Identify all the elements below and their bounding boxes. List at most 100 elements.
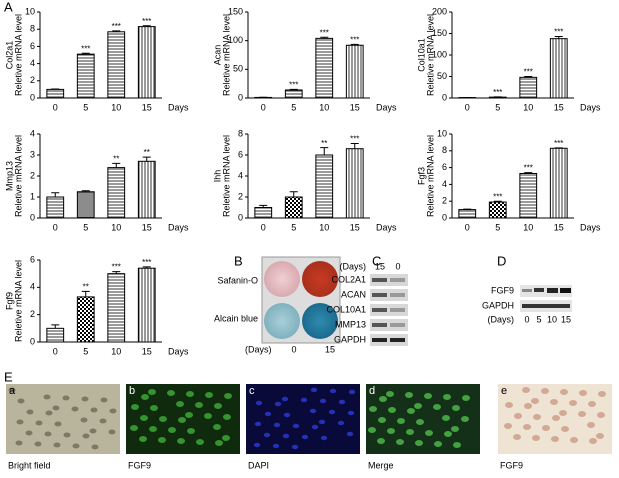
y-tick-label: 0 xyxy=(442,212,447,222)
bar xyxy=(137,26,156,99)
cell xyxy=(310,387,318,393)
well xyxy=(302,303,338,339)
error-bar xyxy=(320,36,329,39)
band xyxy=(390,278,405,282)
x-tick-label: 5 xyxy=(291,222,296,232)
bar xyxy=(107,273,126,343)
cell xyxy=(378,417,386,423)
well xyxy=(264,303,300,339)
error-bar xyxy=(350,43,359,46)
y-tick-label: 0 xyxy=(30,92,35,102)
cell xyxy=(281,396,289,402)
x-tick-label: 5 xyxy=(291,102,296,112)
bar xyxy=(137,160,156,219)
bar xyxy=(76,191,95,219)
y-tick-label: 1 xyxy=(30,191,35,201)
cell xyxy=(204,413,212,419)
x-tick-label: 15 xyxy=(350,222,360,232)
panel-label: A xyxy=(4,0,13,14)
x-tick-label: 5 xyxy=(83,102,88,112)
error-bar xyxy=(350,142,359,149)
x-tick-label: 0 xyxy=(53,346,58,356)
cell xyxy=(168,427,176,433)
cell xyxy=(159,416,167,422)
x-label: Days xyxy=(168,346,189,356)
cell xyxy=(90,407,98,413)
cell xyxy=(100,397,108,403)
blot-strip xyxy=(370,334,408,346)
y-tick-label: 6 xyxy=(30,254,35,264)
y-tick-label: 4 xyxy=(238,170,243,180)
x-tick-label: 5 xyxy=(495,222,500,232)
error-bar xyxy=(81,52,90,55)
cell xyxy=(414,403,422,409)
y-tick-label: 2 xyxy=(30,75,35,85)
y-tick-label: 100 xyxy=(228,35,243,45)
cell xyxy=(598,391,606,397)
blot: COL2A1 ACAN COL10A1 MMP13 GAPDH xyxy=(326,274,408,346)
cell xyxy=(222,435,230,441)
significance: *** xyxy=(112,22,121,31)
cell xyxy=(328,409,336,415)
error-bar xyxy=(112,271,121,274)
x-tick-label: 10 xyxy=(111,222,121,232)
cell xyxy=(579,390,587,396)
bar xyxy=(76,53,95,99)
row-label: Alcain blue xyxy=(214,313,258,323)
blot-strip xyxy=(520,285,572,297)
cell xyxy=(139,436,147,442)
band xyxy=(522,289,532,292)
error-bar xyxy=(289,88,298,90)
cell xyxy=(167,390,175,396)
cell xyxy=(264,411,272,417)
cell xyxy=(337,420,345,426)
significance: ** xyxy=(321,139,327,148)
y-tick-label: 6 xyxy=(442,162,447,172)
y-tick-label: 2 xyxy=(30,170,35,180)
cell xyxy=(109,408,117,414)
day-label: 0 xyxy=(395,261,400,271)
significance: *** xyxy=(142,17,151,26)
y-tick-label: 6 xyxy=(30,41,35,51)
x-tick-label: 15 xyxy=(554,102,564,112)
cell xyxy=(329,388,337,394)
tile-letter: a xyxy=(9,385,16,397)
cell xyxy=(444,431,452,437)
cell xyxy=(504,423,512,429)
row-label: GAPDH xyxy=(334,334,366,344)
x-tick-label: 15 xyxy=(142,346,152,356)
cell xyxy=(291,444,299,450)
cell xyxy=(559,410,567,416)
tile-caption: DAPI xyxy=(248,460,269,470)
cell xyxy=(195,402,203,408)
cell xyxy=(407,408,415,414)
y-tick-label: 0 xyxy=(30,336,35,346)
day-label: 10 xyxy=(547,314,557,324)
band xyxy=(390,338,405,342)
tile-caption: FGF9 xyxy=(128,460,151,470)
cell xyxy=(589,438,597,444)
cell xyxy=(185,412,193,418)
cell xyxy=(214,403,222,409)
cell xyxy=(416,419,424,425)
y-label: Acan xyxy=(212,45,222,66)
bar xyxy=(345,148,364,219)
cell xyxy=(254,421,262,427)
y-label: Fgf3 xyxy=(416,167,426,185)
cell xyxy=(140,415,148,421)
significance: *** xyxy=(554,139,563,148)
error-bar xyxy=(142,25,151,27)
cell xyxy=(406,429,414,435)
days-label: (Days) xyxy=(340,261,367,271)
y-label: Mmp13 xyxy=(4,161,14,191)
cell xyxy=(386,391,394,397)
tile-caption: FGF9 xyxy=(500,460,523,470)
error-bar xyxy=(51,192,60,197)
cell xyxy=(34,441,42,447)
day-label: 5 xyxy=(536,314,541,324)
cell xyxy=(522,387,530,393)
x-tick-label: 0 xyxy=(261,222,266,232)
cell xyxy=(387,428,395,434)
band xyxy=(372,308,387,312)
cell xyxy=(453,442,461,448)
